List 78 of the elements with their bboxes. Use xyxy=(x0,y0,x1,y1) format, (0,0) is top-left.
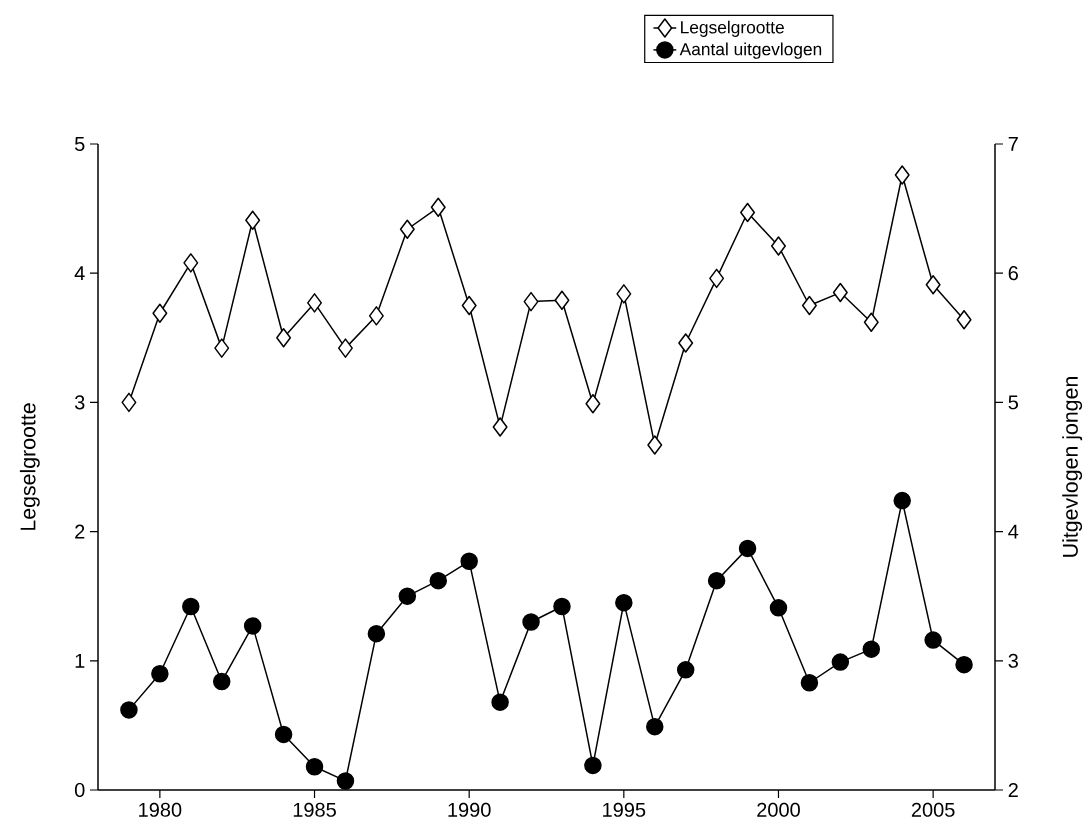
x-tick-label: 2000 xyxy=(757,802,800,817)
point xyxy=(368,306,384,326)
point xyxy=(770,236,786,256)
point xyxy=(924,631,942,649)
point xyxy=(430,197,446,218)
point xyxy=(646,717,664,736)
point xyxy=(522,613,540,631)
point xyxy=(738,539,757,558)
y-tick-label: 2 xyxy=(75,524,85,539)
point xyxy=(955,655,973,674)
y-tick-label: 5 xyxy=(74,137,85,151)
point xyxy=(492,417,508,437)
point xyxy=(740,202,756,223)
point xyxy=(336,772,355,790)
point xyxy=(893,491,911,510)
y2-tick-label: 6 xyxy=(1008,266,1018,281)
y2-tick-label: 3 xyxy=(1008,653,1018,668)
point xyxy=(305,757,324,776)
point xyxy=(307,293,323,313)
point xyxy=(707,571,726,590)
point xyxy=(429,571,447,590)
point xyxy=(337,338,353,358)
point xyxy=(956,309,972,330)
point xyxy=(554,290,570,311)
point xyxy=(183,253,199,273)
y2-tick-label: 4 xyxy=(1008,524,1019,539)
point xyxy=(182,597,200,616)
point xyxy=(647,435,663,455)
point xyxy=(863,312,879,333)
point xyxy=(585,393,601,414)
point xyxy=(399,219,415,240)
point xyxy=(212,672,231,691)
point xyxy=(769,599,788,617)
x-tick-label: 2005 xyxy=(911,802,955,817)
point xyxy=(274,725,293,744)
point xyxy=(367,624,386,643)
point xyxy=(214,338,230,358)
point xyxy=(460,552,478,571)
point xyxy=(553,597,571,616)
y-tick-label: 1 xyxy=(75,653,85,668)
point xyxy=(121,392,137,413)
point xyxy=(523,291,539,312)
point xyxy=(243,617,262,635)
point xyxy=(615,593,633,612)
point xyxy=(120,701,138,719)
point xyxy=(151,664,169,683)
point xyxy=(676,661,695,679)
y-tick-label: 4 xyxy=(74,266,85,281)
point xyxy=(398,587,417,605)
point xyxy=(616,284,632,304)
legend-label: Legselgrootte xyxy=(681,20,784,37)
point xyxy=(800,674,819,692)
x-tick-label: 1990 xyxy=(448,802,491,817)
x-tick-label: 1980 xyxy=(139,802,182,817)
y-tick-label: 3 xyxy=(74,395,85,410)
point xyxy=(678,333,694,353)
point xyxy=(584,756,602,775)
point xyxy=(245,210,261,230)
y2-tick-label: 5 xyxy=(1008,395,1018,410)
point xyxy=(709,268,725,289)
x-tick-label: 1985 xyxy=(293,802,336,817)
y2-tick-label: 7 xyxy=(1008,137,1018,151)
point xyxy=(862,640,881,658)
legend-label: Aantal uitgevlogen xyxy=(679,42,822,59)
point xyxy=(276,328,292,348)
point xyxy=(461,295,477,316)
point xyxy=(832,282,848,303)
point xyxy=(152,303,168,323)
point xyxy=(831,653,850,671)
point xyxy=(491,693,509,711)
point xyxy=(925,275,941,295)
x-tick-label: 1995 xyxy=(603,802,646,817)
y2-axis-title: Uitgevlogen jongen xyxy=(1062,377,1083,557)
y2-tick-label: 2 xyxy=(1008,783,1018,797)
y-axis-title: Legselgrootte xyxy=(19,403,40,530)
point xyxy=(801,295,817,316)
y-tick-label: 0 xyxy=(74,782,85,798)
point xyxy=(894,165,910,185)
